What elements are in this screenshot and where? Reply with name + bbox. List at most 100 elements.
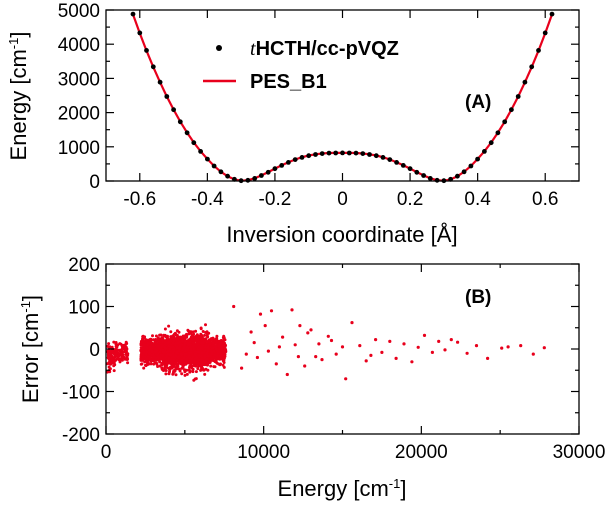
error-point — [175, 329, 179, 333]
error-point — [123, 350, 127, 354]
error-point — [422, 333, 427, 337]
thcth-data-point — [164, 94, 170, 99]
error-point — [200, 351, 204, 355]
error-point — [206, 335, 210, 339]
error-point — [161, 354, 164, 358]
thcth-data-point — [225, 173, 231, 179]
error-point — [211, 341, 215, 345]
panel-b-x-axis-title: Energy [cm-1] — [278, 476, 407, 501]
thcth-data-point — [292, 157, 298, 163]
error-point — [252, 341, 256, 345]
error-point — [175, 337, 178, 341]
error-point — [195, 356, 199, 359]
error-point — [486, 356, 490, 360]
error-point — [474, 344, 479, 348]
error-point — [437, 339, 441, 343]
error-point — [163, 327, 167, 331]
thcth-data-point — [549, 11, 555, 17]
error-point — [184, 352, 188, 356]
error-point — [277, 345, 281, 349]
error-point — [179, 335, 183, 339]
error-point — [222, 365, 226, 369]
error-point — [139, 346, 143, 350]
thcth-data-point — [252, 176, 258, 181]
thcth-data-point — [130, 11, 136, 17]
thcth-data-point — [387, 157, 393, 163]
error-point — [263, 324, 267, 328]
legend-label-pes-b1: PES_B1 — [250, 71, 327, 93]
error-point — [115, 351, 119, 355]
error-point — [159, 333, 163, 337]
error-point — [115, 348, 119, 352]
error-point — [148, 349, 151, 353]
error-point — [174, 354, 178, 358]
error-point — [110, 361, 114, 365]
error-point — [369, 353, 373, 357]
error-point — [329, 338, 334, 343]
error-point — [145, 357, 149, 361]
error-point — [192, 347, 196, 351]
error-point — [167, 349, 171, 353]
error-point — [249, 330, 253, 334]
panel-b-y-tick-label: 100 — [68, 298, 100, 319]
error-point — [183, 347, 187, 351]
thcth-data-point — [157, 79, 163, 85]
error-point — [188, 366, 191, 369]
panel-a-frame — [105, 9, 580, 182]
error-point — [519, 344, 523, 348]
error-point — [334, 352, 338, 356]
error-point — [172, 347, 176, 351]
error-point — [151, 334, 154, 338]
error-point — [215, 334, 219, 338]
thcth-data-point — [319, 151, 325, 157]
error-point — [124, 345, 128, 349]
error-point — [164, 346, 167, 350]
legend-label-thcth: tHCTH/cc-pVQZ — [250, 38, 399, 60]
error-point — [298, 324, 302, 328]
thcth-data-point — [421, 173, 426, 178]
error-point — [317, 342, 321, 346]
error-point — [303, 364, 307, 368]
error-point — [388, 339, 392, 343]
panel-a-x-tick-label: -0.2 — [259, 189, 292, 210]
thcth-data-point — [434, 177, 440, 183]
thcth-data-point — [394, 160, 399, 165]
panel-a-y-tick-label: 2000 — [58, 104, 100, 125]
error-point — [191, 345, 195, 348]
thcth-data-point — [367, 152, 372, 157]
thcth-data-point — [184, 130, 190, 136]
error-point — [200, 346, 204, 349]
error-point — [169, 345, 173, 349]
error-point — [167, 372, 171, 376]
error-point — [164, 369, 168, 372]
error-point — [199, 354, 203, 358]
error-point — [285, 372, 289, 377]
error-point — [193, 377, 197, 381]
error-point — [191, 338, 195, 342]
error-point — [167, 324, 171, 328]
error-point — [155, 362, 159, 366]
panel-b-x-ticks: 0 10000 20000 30000 — [101, 264, 606, 463]
error-point — [172, 339, 176, 343]
error-point — [217, 349, 221, 353]
error-point — [500, 346, 504, 350]
error-point — [206, 361, 210, 365]
error-point — [191, 335, 195, 339]
thcth-data-point — [313, 152, 318, 157]
error-point — [168, 353, 172, 357]
error-point — [203, 333, 207, 337]
panel-b-plot — [105, 304, 546, 382]
thcth-data-point — [461, 169, 467, 175]
error-point — [200, 334, 204, 338]
error-point — [203, 372, 207, 376]
panel-b-x-tick-label: 30000 — [553, 442, 606, 463]
panel-a-x-tick-label: 0 — [337, 189, 348, 210]
error-point — [167, 356, 171, 360]
error-point — [215, 341, 218, 345]
error-point — [149, 342, 153, 346]
error-point — [142, 355, 145, 359]
error-point — [269, 309, 274, 313]
error-point — [213, 365, 217, 369]
error-point — [309, 328, 313, 332]
error-point — [153, 350, 157, 354]
